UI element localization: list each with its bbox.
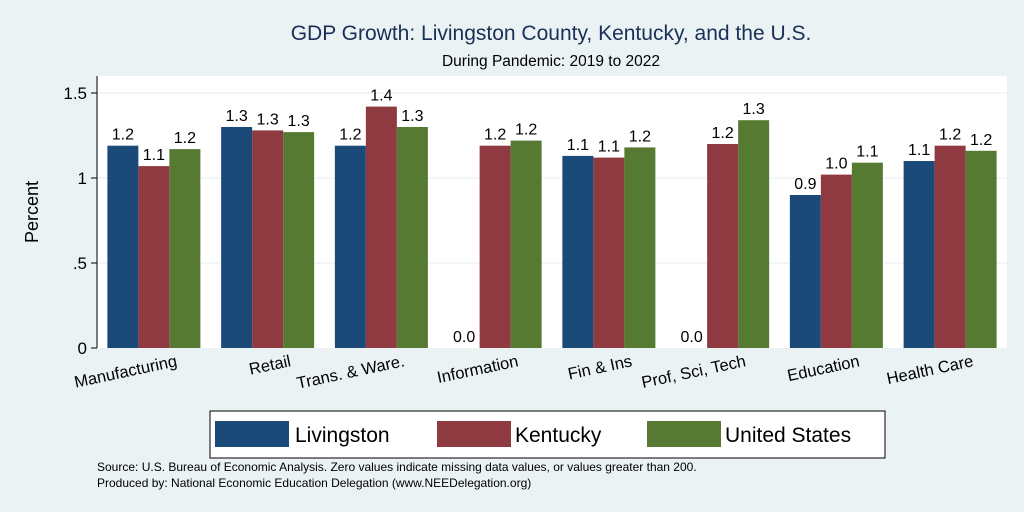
bar [903, 161, 935, 348]
chart-title: GDP Growth: Livingston County, Kentucky,… [291, 22, 812, 45]
produced-by-note: Produced by: National Economic Education… [97, 476, 531, 490]
y-tick-label: 1 [78, 169, 87, 188]
data-label: 1.2 [515, 122, 537, 139]
bar [479, 145, 511, 348]
legend-label: Kentucky [515, 424, 602, 447]
data-label: 1.2 [484, 127, 506, 144]
data-label: 1.3 [257, 111, 279, 128]
legend-swatch [215, 421, 289, 447]
x-tick-label: Education [786, 352, 862, 385]
bar [820, 174, 852, 348]
data-label: 0.9 [794, 176, 816, 193]
bars [107, 106, 997, 348]
bar [365, 106, 397, 348]
data-label: 1.2 [112, 127, 134, 144]
data-label: 1.3 [226, 108, 248, 125]
data-label: 1.2 [174, 130, 196, 147]
y-axis-label: Percent [22, 181, 42, 243]
data-label: 1.1 [567, 137, 589, 154]
data-label: 1.3 [743, 101, 765, 118]
bar [221, 127, 253, 348]
data-label: 1.1 [908, 142, 930, 159]
data-labels: 1.2 1.1 1.2 1.3 1.3 1.3 1.2 1.4 1.3 0.0 1.2 1.2 1.1 1… [112, 88, 993, 346]
data-label: 1.1 [856, 144, 878, 161]
data-label: 1.2 [629, 128, 651, 145]
bar [107, 145, 139, 348]
bar [738, 120, 770, 348]
y-tick-label: .5 [73, 254, 87, 273]
data-label: 1.2 [970, 132, 992, 149]
bar [707, 144, 739, 348]
source-note: Source: U.S. Bureau of Economic Analysis… [97, 460, 697, 474]
bar [252, 130, 284, 348]
data-label: 1.2 [939, 127, 961, 144]
data-label: 0.0 [681, 329, 703, 346]
bar [934, 145, 966, 348]
data-label: 1.3 [288, 113, 310, 130]
x-axis-ticks: Manufacturing Retail Trans. & Ware. Informa… [73, 352, 975, 392]
legend-swatch [437, 421, 511, 447]
data-label: 1.2 [339, 127, 361, 144]
bar [510, 140, 542, 348]
legend-label: Livingston [295, 424, 390, 447]
legend-swatch [647, 421, 721, 447]
legend-label: United States [725, 424, 851, 447]
data-label: 1.4 [370, 88, 392, 105]
data-label: 1.2 [712, 125, 734, 142]
y-tick-label: 0 [78, 339, 87, 358]
bar [789, 195, 821, 348]
bar [396, 127, 428, 348]
y-axis: 0 .5 1 1.5 [63, 76, 98, 358]
x-tick-label: Health Care [885, 352, 975, 388]
bar [138, 166, 170, 348]
data-label: 0.0 [453, 329, 475, 346]
bar [965, 150, 997, 348]
data-label: 1.0 [825, 156, 847, 173]
x-tick-label: Manufacturing [73, 352, 179, 391]
chart-subtitle: During Pandemic: 2019 to 2022 [442, 53, 660, 70]
bar [169, 149, 201, 348]
bar [334, 145, 366, 348]
bar [562, 155, 594, 348]
bar [624, 147, 656, 348]
x-tick-label: Retail [247, 352, 292, 378]
x-tick-label: Fin & Ins [566, 352, 633, 383]
legend: Livingston Kentucky United States [215, 421, 851, 447]
data-label: 1.1 [143, 147, 165, 164]
x-tick-label: Prof, Sci, Tech [640, 352, 748, 392]
data-label: 1.1 [598, 139, 620, 156]
x-tick-label: Trans. & Ware. [295, 352, 406, 392]
bar [851, 162, 883, 348]
x-tick-label: Information [435, 352, 519, 387]
legend-box [209, 410, 886, 459]
bar [283, 132, 315, 348]
y-tick-label: 1.5 [63, 84, 87, 103]
data-label: 1.3 [401, 108, 423, 125]
bar [593, 157, 625, 348]
